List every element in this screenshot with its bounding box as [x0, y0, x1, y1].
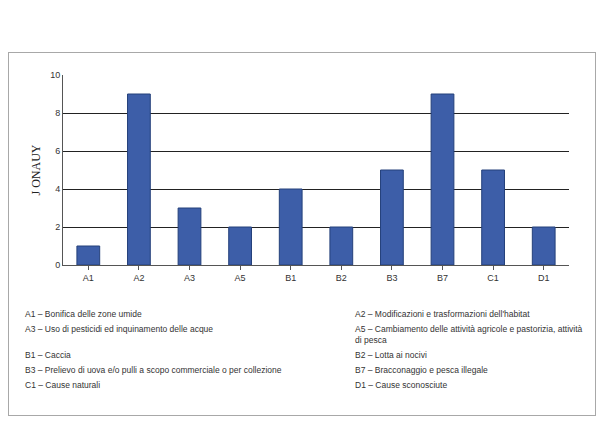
svg-text:8: 8 — [55, 108, 60, 118]
html-text:B7 – Bracconaggio e pesca ille: B7 – Bracconaggio e pesca illegale — [355, 365, 488, 375]
svg-text:J ONAUY: J ONAUY — [29, 144, 43, 195]
html-text:A3 – Uso di pesticidi ed inqui: A3 – Uso di pesticidi ed inquinamento de… — [25, 324, 214, 334]
svg-text:B1: B1 — [285, 273, 296, 283]
svg-text:2: 2 — [55, 222, 60, 232]
html-text:B3 – Prelievo di uova e/o pull: B3 – Prelievo di uova e/o pulli a scopo … — [25, 365, 282, 375]
svg-text:A3: A3 — [184, 273, 195, 283]
svg-text:C1: C1 — [487, 273, 499, 283]
svg-text:4: 4 — [55, 184, 60, 194]
html-text:D1 – Cause sconosciute: D1 – Cause sconosciute — [355, 380, 448, 390]
html-text:A1 – Bonifica delle zone umide: A1 – Bonifica delle zone umide — [25, 309, 142, 319]
svg-text:A5: A5 — [235, 273, 246, 283]
svg-text:10: 10 — [50, 70, 60, 80]
svg-text:B3: B3 — [386, 273, 397, 283]
svg-text:A1: A1 — [83, 273, 94, 283]
html-text:A5 – Cambiamento delle attivit: A5 – Cambiamento delle attività agricole… — [355, 324, 583, 345]
html-text:B2 – Lotta ai nocivi: B2 – Lotta ai nocivi — [355, 350, 427, 360]
svg-text:6: 6 — [55, 146, 60, 156]
svg-text:0: 0 — [55, 260, 60, 270]
svg-text:A2: A2 — [133, 273, 144, 283]
html-text:A2 – Modificazioni e trasforma: A2 – Modificazioni e trasformazioni dell… — [355, 309, 530, 319]
html-text:C1 – Cause naturali: C1 – Cause naturali — [25, 380, 101, 390]
html-text:B1 – Caccia: B1 – Caccia — [25, 350, 71, 360]
svg-text:B7: B7 — [437, 273, 448, 283]
svg-text:D1: D1 — [538, 273, 550, 283]
svg-text:B2: B2 — [336, 273, 347, 283]
